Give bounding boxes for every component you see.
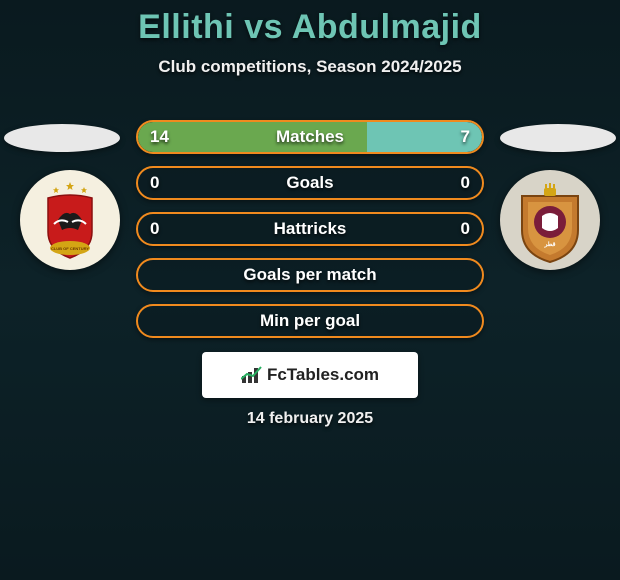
- stat-value-left: 14: [150, 127, 169, 147]
- stat-value-left: 0: [150, 219, 159, 239]
- subtitle: Club competitions, Season 2024/2025: [0, 57, 620, 77]
- player1-name: Ellithi: [138, 8, 234, 46]
- stat-row: Min per goal: [136, 304, 484, 338]
- stat-label: Min per goal: [260, 311, 360, 331]
- player2-name: Abdulmajid: [292, 8, 482, 46]
- qatar-sc-crest-icon: قطر: [500, 170, 600, 270]
- stat-row: Goals per match: [136, 258, 484, 292]
- stat-row: 0 0 Goals: [136, 166, 484, 200]
- svg-text:قطر: قطر: [543, 241, 555, 248]
- branding-text: FcTables.com: [241, 365, 379, 385]
- bar-chart-icon: [241, 366, 263, 384]
- stat-label: Goals: [286, 173, 333, 193]
- stat-value-right: 0: [461, 219, 470, 239]
- comparison-title: Ellithi vs Abdulmajid: [0, 0, 620, 47]
- stat-label: Goals per match: [243, 265, 376, 285]
- branding-box[interactable]: FcTables.com: [202, 352, 418, 398]
- svg-text:CLUB OF CENTURY: CLUB OF CENTURY: [51, 246, 89, 251]
- club-badge-left: CLUB OF CENTURY: [20, 170, 120, 270]
- stats-container: 14 7 Matches 0 0 Goals 0 0 Hattricks Goals per ma…: [136, 120, 484, 350]
- vs-text: vs: [244, 8, 283, 46]
- stat-value-right: 0: [461, 173, 470, 193]
- player1-oval: [4, 124, 120, 152]
- stat-row: 14 7 Matches: [136, 120, 484, 154]
- al-ahly-crest-icon: CLUB OF CENTURY: [20, 170, 120, 270]
- stat-value-right: 7: [461, 127, 470, 147]
- stat-row: 0 0 Hattricks: [136, 212, 484, 246]
- stat-label: Matches: [276, 127, 344, 147]
- player2-oval: [500, 124, 616, 152]
- club-badge-right: قطر: [500, 170, 600, 270]
- stat-value-left: 0: [150, 173, 159, 193]
- stat-label: Hattricks: [274, 219, 347, 239]
- branding-label: FcTables.com: [267, 365, 379, 385]
- date-text: 14 february 2025: [0, 410, 620, 428]
